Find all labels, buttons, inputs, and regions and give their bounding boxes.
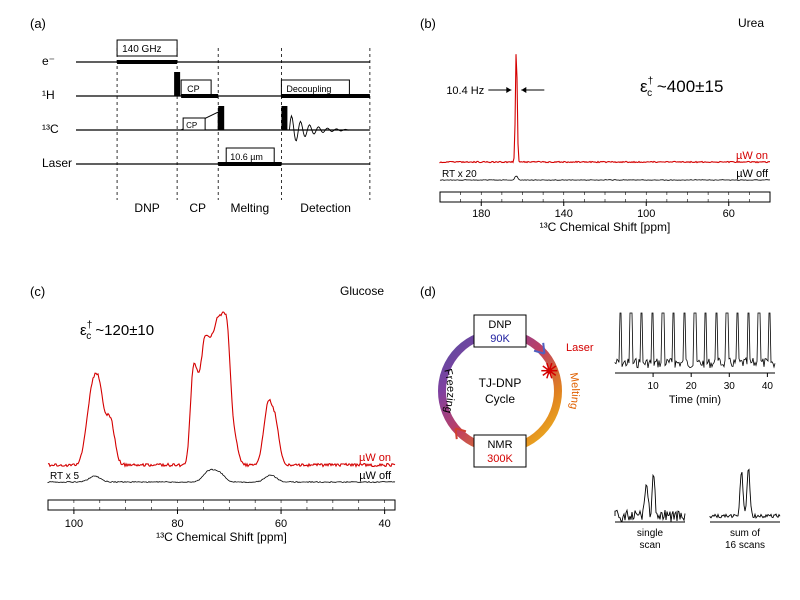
svg-text:e⁻: e⁻ bbox=[42, 54, 55, 68]
svg-text:¹³C: ¹³C bbox=[42, 122, 59, 136]
svg-text:CP: CP bbox=[189, 201, 206, 215]
svg-text:single: single bbox=[637, 528, 664, 539]
svg-text:30: 30 bbox=[724, 381, 736, 392]
svg-text:60: 60 bbox=[723, 208, 735, 220]
svg-text:300K: 300K bbox=[487, 453, 513, 465]
svg-text:40: 40 bbox=[762, 381, 774, 392]
svg-text:180: 180 bbox=[472, 208, 490, 220]
svg-text:CP: CP bbox=[186, 121, 197, 130]
panel-a-svg: e⁻ ¹H ¹³C Laser 140 GHz CP Decoupling CP 10.6 µm… bbox=[42, 28, 402, 218]
svg-text:Decoupling: Decoupling bbox=[286, 84, 331, 94]
svg-text:CP: CP bbox=[187, 84, 200, 94]
svg-text:µW off: µW off bbox=[736, 168, 769, 180]
svg-text:80: 80 bbox=[171, 518, 183, 530]
svg-text:60: 60 bbox=[275, 518, 287, 530]
panel-b-svg: 10.4 Hz ε†c ~400±15 µW on µW off RT x 20 180 1… bbox=[420, 22, 780, 242]
svg-text:ε†c ~120±10: ε†c ~120±10 bbox=[80, 320, 154, 342]
svg-text:Detection: Detection bbox=[300, 201, 351, 215]
panel-d-svg: DNP90KNMR300KTJ-DNPCycleFreezingMeltingL… bbox=[420, 296, 790, 596]
svg-text:10.4 Hz: 10.4 Hz bbox=[446, 85, 484, 97]
svg-text:Laser: Laser bbox=[566, 342, 594, 354]
svg-text:100: 100 bbox=[65, 518, 83, 530]
svg-text:10: 10 bbox=[648, 381, 660, 392]
svg-text:sum of: sum of bbox=[730, 528, 760, 539]
svg-text:20: 20 bbox=[686, 381, 698, 392]
svg-text:100: 100 bbox=[637, 208, 655, 220]
svg-text:Laser: Laser bbox=[42, 156, 72, 170]
svg-text:Melting: Melting bbox=[230, 201, 269, 215]
svg-text:10.6 µm: 10.6 µm bbox=[230, 152, 263, 162]
svg-text:DNP: DNP bbox=[134, 201, 159, 215]
svg-text:scan: scan bbox=[639, 540, 660, 551]
svg-text:NMR: NMR bbox=[487, 439, 512, 451]
svg-text:DNP: DNP bbox=[488, 319, 511, 331]
svg-text:Cycle: Cycle bbox=[485, 392, 515, 406]
svg-text:40: 40 bbox=[379, 518, 391, 530]
svg-text:¹³C Chemical Shift [ppm]: ¹³C Chemical Shift [ppm] bbox=[540, 220, 671, 234]
svg-text:TJ-DNP: TJ-DNP bbox=[479, 376, 522, 390]
svg-text:90K: 90K bbox=[490, 333, 510, 345]
svg-text:µW on: µW on bbox=[736, 150, 768, 162]
svg-text:¹³C Chemical Shift [ppm]: ¹³C Chemical Shift [ppm] bbox=[156, 530, 287, 544]
svg-text:RT x 20: RT x 20 bbox=[442, 169, 477, 180]
svg-text:µW off: µW off bbox=[359, 470, 392, 482]
svg-text:16 scans: 16 scans bbox=[725, 540, 765, 551]
svg-text:140 GHz: 140 GHz bbox=[122, 44, 161, 55]
svg-text:ε†c ~400±15: ε†c ~400±15 bbox=[640, 76, 723, 99]
svg-text:¹H: ¹H bbox=[42, 88, 55, 102]
svg-text:Time (min): Time (min) bbox=[669, 394, 721, 406]
svg-text:Melting: Melting bbox=[567, 372, 581, 411]
svg-text:140: 140 bbox=[555, 208, 573, 220]
svg-text:µW on: µW on bbox=[359, 452, 391, 464]
svg-text:RT x 5: RT x 5 bbox=[50, 471, 80, 482]
panel-c-svg: ε†c ~120±10 µW on µW off RT x 5 100 80 60 40 ¹³C… bbox=[30, 290, 410, 570]
